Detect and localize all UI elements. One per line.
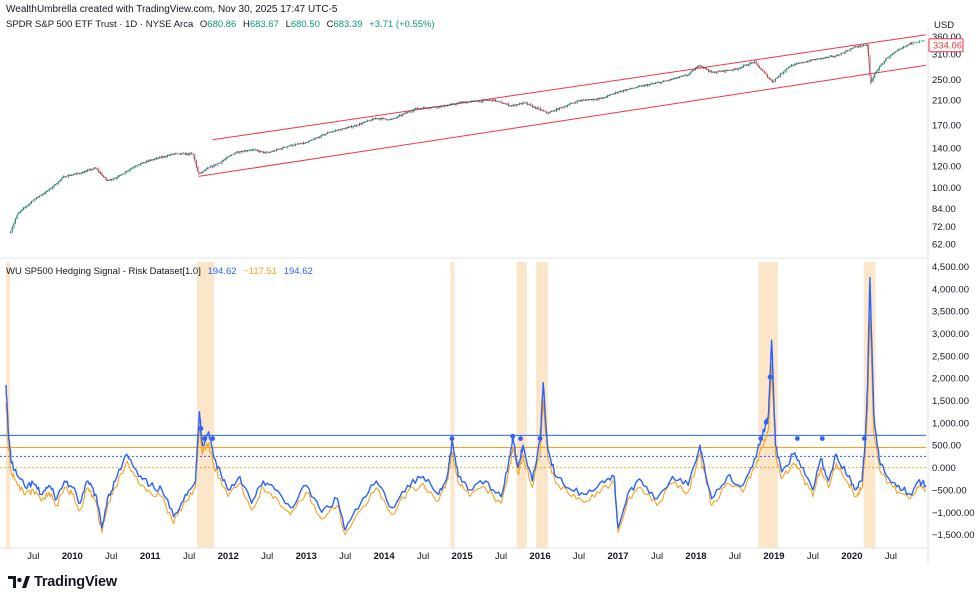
- time-tick-label: Jul: [573, 551, 585, 562]
- price-tick-label: 140.00: [932, 143, 961, 154]
- open-value: 680.86: [207, 19, 237, 30]
- signal-tick-label: 4,500.00: [932, 262, 969, 273]
- signal-marker[interactable]: [449, 436, 455, 441]
- signal-tick-label: 3,000.00: [932, 329, 969, 340]
- brand-name: TradingView: [34, 574, 117, 590]
- time-tick-label: Jul: [261, 551, 273, 562]
- price-legend: SPDR S&P 500 ETF Trust · 1D · NYSE Arca …: [6, 19, 435, 30]
- price-tick-label: 84.00: [932, 204, 956, 215]
- high-label: H: [242, 19, 250, 30]
- price-tick-label: 360.00: [932, 32, 961, 43]
- time-tick-label: Jul: [651, 551, 663, 562]
- channel-lower-line[interactable]: [198, 64, 927, 177]
- time-tick-label: Jul: [105, 551, 117, 562]
- signal-marker[interactable]: [518, 436, 523, 441]
- signal-tick-label: −1,500.00: [932, 530, 975, 541]
- signal-tick-label: −1,000.00: [932, 508, 975, 519]
- signal-marker[interactable]: [198, 426, 204, 431]
- signal-marker[interactable]: [510, 433, 516, 439]
- time-tick-label: Jul: [495, 551, 507, 562]
- indicator-legend: WU SP500 Hedging Signal - Risk Dataset[1…: [6, 266, 313, 277]
- close-value: 683.39: [333, 19, 363, 30]
- signal-tick-label: 500.00: [932, 441, 961, 452]
- time-tick-label: 2014: [374, 551, 396, 562]
- signal-tick-label: −500.00: [932, 485, 967, 496]
- last-price-label: 334.06: [933, 41, 962, 52]
- open-label: O: [199, 19, 208, 30]
- last-price-badge[interactable]: 334.06: [928, 38, 964, 53]
- price-tick-label: 250.00: [932, 75, 961, 86]
- axes: 62.00 72.00 84.00 100.00 120.00 140.00 170.00 2…: [0, 28, 975, 565]
- channel-upper-line[interactable]: [212, 34, 927, 141]
- close-label: C: [326, 19, 334, 30]
- time-tick-label: 2012: [218, 551, 239, 562]
- price-pane[interactable]: [9, 34, 927, 234]
- price-tick-label: 72.00: [932, 222, 956, 233]
- tradingview-logo[interactable]: TradingView: [8, 572, 117, 592]
- time-tick-label: 2010: [62, 551, 83, 562]
- last-price-badge-bg: [928, 38, 964, 53]
- price-tick-label: 170.00: [932, 120, 961, 131]
- price-tick-label: 120.00: [932, 162, 961, 173]
- currency-label[interactable]: USD: [934, 20, 955, 31]
- time-tick-label: Jul: [729, 551, 741, 562]
- orange-signal-line[interactable]: [5, 315, 927, 536]
- price-tick-label: 210.00: [932, 96, 961, 107]
- signal-marker[interactable]: [202, 436, 208, 441]
- signal-marker[interactable]: [862, 436, 867, 441]
- symbol-name[interactable]: SPDR S&P 500 ETF Trust · 1D · NYSE Arca: [6, 19, 194, 30]
- signal-marker[interactable]: [210, 436, 216, 441]
- price-tick-label: 310.00: [932, 50, 961, 61]
- time-tick-label: 2015: [452, 551, 474, 562]
- signal-tick-label: 3,500.00: [932, 307, 969, 318]
- time-tick-label: 2018: [685, 551, 706, 562]
- highlight-zone: [516, 262, 527, 548]
- indicator-name[interactable]: WU SP500 Hedging Signal - Risk Dataset[1…: [6, 266, 201, 277]
- highlight-zone: [863, 262, 876, 548]
- blue-signal-line[interactable]: [5, 276, 927, 531]
- price-candles: [10, 40, 925, 234]
- time-tick-label: Jul: [417, 551, 429, 562]
- price-tick-label: 62.00: [932, 240, 956, 251]
- time-tick-label: Jul: [27, 551, 39, 562]
- signal-tick-label: 1,500.00: [932, 396, 969, 407]
- signal-tick-label: 1,000.00: [932, 418, 969, 429]
- signal-marker[interactable]: [767, 374, 773, 380]
- price-tick-label: 100.00: [932, 183, 961, 194]
- high-value: 683.67: [249, 19, 279, 30]
- low-label: L: [285, 19, 291, 30]
- signal-marker[interactable]: [794, 436, 800, 441]
- time-tick-label: Jul: [885, 551, 897, 562]
- signal-tick-label: 4,000.00: [932, 284, 969, 295]
- highlight-zone: [6, 262, 10, 548]
- indicator-value-2: −117.51: [243, 266, 278, 277]
- change-value: +3.71 (+0.55%): [369, 19, 435, 30]
- signal-marker[interactable]: [758, 436, 764, 441]
- signal-marker[interactable]: [819, 436, 825, 441]
- signal-tick-label: 2,000.00: [932, 374, 969, 385]
- time-tick-label: Jul: [339, 551, 351, 562]
- time-tick-label: 2011: [140, 551, 161, 562]
- time-tick-label: 2013: [296, 551, 317, 562]
- low-value: 680.50: [290, 19, 320, 30]
- signal-marker[interactable]: [763, 419, 769, 425]
- signal-tick-label: 0.000: [932, 463, 956, 474]
- tradingview-logo-icon: [8, 576, 30, 588]
- highlight-zone: [450, 262, 455, 548]
- indicator-value-3: 194.62: [283, 266, 313, 277]
- price-line[interactable]: [9, 41, 915, 234]
- time-tick-label: Jul: [807, 551, 819, 562]
- indicator-value-1: 194.62: [207, 266, 237, 277]
- attribution-text: WealthUmbrella created with TradingView.…: [6, 4, 338, 15]
- highlight-zone: [197, 262, 215, 548]
- time-tick-label: 2016: [529, 551, 550, 562]
- time-tick-label: Jul: [183, 551, 195, 562]
- time-tick-label: 2020: [841, 551, 862, 562]
- time-tick-label: 2017: [607, 551, 628, 562]
- signal-tick-label: 2,500.00: [932, 351, 969, 362]
- signal-pane[interactable]: [0, 262, 927, 548]
- signal-marker[interactable]: [537, 436, 543, 441]
- time-tick-label: 2019: [763, 551, 784, 562]
